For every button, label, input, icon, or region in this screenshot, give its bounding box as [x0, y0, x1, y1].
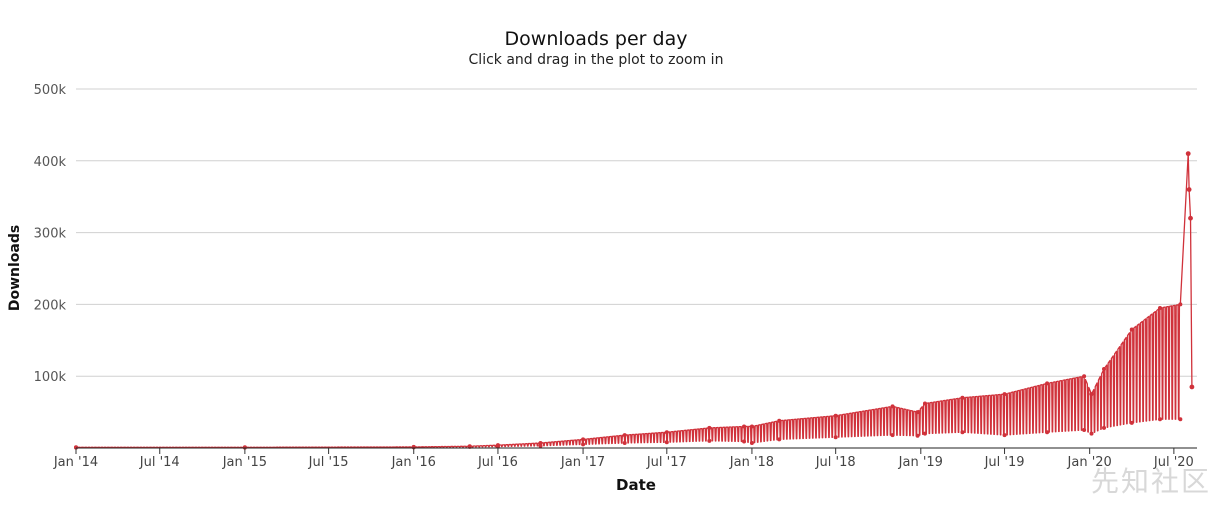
x-tick-label: Jan '19 — [898, 455, 943, 470]
y-axis-title: Downloads — [7, 225, 23, 311]
data-point-low — [581, 442, 586, 447]
data-point-high — [622, 433, 627, 438]
data-point-high — [922, 401, 927, 406]
data-point-low — [742, 439, 747, 444]
chart-subtitle: Click and drag in the plot to zoom in — [468, 52, 724, 68]
data-point-low — [1082, 428, 1087, 433]
data-point-high — [707, 425, 712, 430]
watermark-logo: 先知社区 — [1090, 465, 1211, 498]
data-point-high — [1002, 392, 1007, 397]
data-point-high — [538, 440, 543, 445]
data-point-low — [1129, 420, 1134, 425]
data-point-low — [1002, 433, 1007, 438]
data-point-high — [833, 413, 838, 418]
data-point-spike — [1188, 215, 1193, 221]
data-point-high — [1102, 367, 1107, 372]
data-point-high — [960, 395, 965, 400]
x-tick-label: Jan '16 — [391, 455, 436, 470]
data-point-high — [1157, 305, 1162, 310]
y-tick-label: 100k — [34, 370, 67, 385]
x-tick-label: Jul '18 — [815, 455, 856, 470]
data-point-low — [1178, 417, 1183, 422]
data-point-high — [1089, 392, 1094, 397]
data-point-low — [777, 437, 782, 442]
data-point-high — [581, 437, 586, 442]
series-downloads — [74, 151, 1195, 450]
x-tick-label: Jul '15 — [308, 455, 349, 470]
data-point-high — [1082, 374, 1087, 379]
data-point-high — [777, 418, 782, 423]
data-point-low — [538, 443, 543, 448]
y-tick-label: 500k — [34, 83, 67, 98]
data-point-low — [890, 433, 895, 438]
y-tick-label: 300k — [34, 227, 67, 242]
x-tick-label: Jul '17 — [646, 455, 687, 470]
x-tick-label: Jul '16 — [477, 455, 518, 470]
data-point-low — [960, 430, 965, 435]
data-point-low — [664, 440, 669, 445]
axes: 100k 200k 300k 400k 500k Jan '14 Jul '14 Jan '1… — [34, 83, 1197, 470]
data-point-high — [890, 404, 895, 409]
data-point-low — [622, 440, 627, 445]
data-point-high — [664, 430, 669, 435]
data-point-low — [1157, 417, 1162, 422]
data-point-high — [1178, 302, 1183, 307]
data-point-spike — [1185, 151, 1191, 157]
data-point-high — [915, 410, 920, 415]
x-tick-label: Jan '18 — [729, 455, 774, 470]
y-tick-label: 400k — [34, 155, 67, 170]
data-point-high — [1045, 381, 1050, 386]
x-tick-label: Jan '20 — [1067, 455, 1112, 470]
data-point-low — [1102, 425, 1107, 430]
data-point-low — [1045, 430, 1050, 435]
data-point-spike — [1186, 187, 1192, 192]
data-point-low — [915, 433, 920, 438]
chart-title: Downloads per day — [504, 28, 688, 50]
grid-lines — [76, 88, 1197, 377]
x-tick-label: Jan '15 — [222, 455, 267, 470]
data-point-low — [1089, 431, 1094, 436]
data-point-low — [749, 440, 754, 445]
x-tick-label: Jan '17 — [560, 455, 605, 470]
series-line — [75, 152, 1193, 449]
data-point-high — [742, 424, 747, 429]
x-tick-label: Jul '14 — [139, 455, 180, 470]
x-tick-label: Jul '20 — [1153, 455, 1194, 470]
data-point-low — [833, 435, 838, 440]
x-tick-label: Jul '19 — [984, 455, 1025, 470]
y-tick-label: 200k — [34, 298, 67, 313]
x-axis-title: Date — [616, 476, 656, 494]
data-point-low — [707, 438, 712, 443]
data-point-high — [1129, 327, 1134, 332]
data-point-spike — [1189, 384, 1195, 390]
x-tick-label: Jan '14 — [53, 455, 98, 470]
data-point-high — [749, 424, 754, 429]
data-point-low — [922, 431, 927, 436]
